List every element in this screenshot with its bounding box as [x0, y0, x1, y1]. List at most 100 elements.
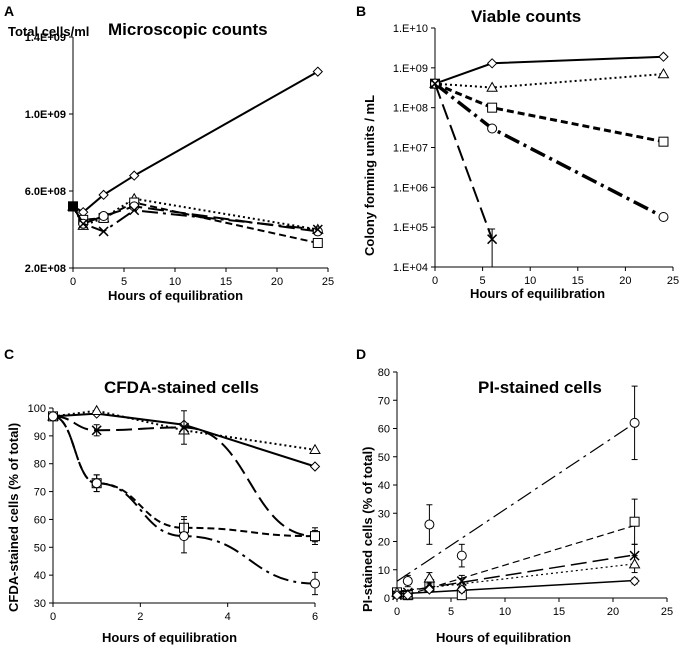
data-point-diamond — [402, 589, 414, 601]
x-tick-label: 10 — [499, 606, 511, 618]
panel-b-title: Viable counts — [471, 7, 581, 26]
x-tick-label: 15 — [553, 606, 565, 618]
data-point-diamond — [486, 58, 498, 69]
y-tick-label: 50 — [34, 542, 46, 554]
series-line-cross — [72, 205, 318, 233]
data-point-diamond — [391, 589, 403, 601]
y-tick-label: 80 — [378, 367, 390, 379]
y-tick-label: 30 — [34, 598, 46, 610]
y-tick-label: 1.E+10 — [393, 23, 428, 35]
data-point-circle — [402, 576, 413, 587]
panel-b: B Viable counts Colony forming units / m… — [356, 3, 679, 301]
y-tick-label: 20 — [378, 537, 390, 549]
series-line-circle — [396, 422, 635, 582]
data-point-origin — [68, 201, 78, 212]
x-tick-label: 20 — [271, 276, 283, 288]
series-line-diamond — [434, 55, 664, 85]
data-point-circle — [48, 411, 58, 422]
data-point-circle — [312, 226, 323, 237]
y-tick-label: 40 — [378, 480, 390, 492]
data-point-square — [629, 516, 640, 527]
panel-d-letter: D — [356, 346, 366, 362]
data-point-diamond — [629, 575, 640, 587]
panel-c-letter: C — [4, 346, 14, 362]
y-tick-label: 1.E+09 — [393, 63, 428, 75]
panel-a-title: Microscopic counts — [108, 20, 268, 39]
y-tick-label: 1.E+04 — [393, 262, 428, 274]
panel-d: D PI-stained cells PI-stained cells (% o… — [356, 346, 673, 645]
series-line-square — [52, 415, 316, 538]
y-tick-label: 90 — [34, 431, 46, 443]
y-tick-label: 1.0E+09 — [25, 109, 66, 121]
data-point-square — [310, 531, 320, 542]
data-point-circle — [456, 550, 467, 561]
data-point-triangle — [90, 404, 103, 416]
data-point-circle — [179, 531, 189, 542]
data-point-circle — [310, 578, 320, 589]
x-tick-label: 0 — [432, 275, 438, 287]
y-tick-label: 1.E+05 — [393, 222, 428, 234]
series-line-circle — [433, 82, 665, 219]
y-tick-label: 0 — [384, 593, 390, 605]
y-tick-label: 1.E+08 — [393, 103, 428, 115]
data-point-cross — [91, 425, 102, 436]
data-point-diamond — [98, 189, 109, 201]
data-point-cross — [129, 205, 140, 216]
y-tick-label: 100 — [28, 403, 46, 415]
y-tick-label: 60 — [34, 514, 46, 526]
y-tick-label: 10 — [378, 565, 390, 577]
data-point-cross — [487, 234, 498, 245]
data-point-circle — [424, 519, 435, 530]
panel-b-xlabel: Hours of equilibration — [470, 286, 605, 301]
panel-a: A Microscopic counts Total cells/ml Hour… — [4, 3, 334, 303]
y-tick-label: 50 — [378, 452, 390, 464]
panel-c-ylabel: CFDA-stained cells (% of total) — [6, 423, 21, 612]
data-point-cross — [312, 224, 323, 235]
data-point-triangle — [628, 558, 641, 569]
series-line-cross — [52, 415, 316, 538]
x-tick-label: 20 — [619, 275, 631, 287]
series-line-diamond — [396, 579, 635, 595]
panel-a-letter: A — [4, 3, 14, 19]
panel-d-xlabel: Hours of equilibration — [436, 630, 571, 645]
data-point-diamond — [424, 584, 435, 595]
x-tick-label: 5 — [121, 276, 127, 288]
y-tick-label: 70 — [34, 487, 46, 499]
data-point-square — [487, 102, 498, 113]
series-line-circle — [72, 205, 318, 233]
y-tick-label: 30 — [378, 508, 390, 520]
x-tick-label: 2 — [137, 611, 143, 623]
panel-c: C CFDA-stained cells CFDA-stained cells … — [4, 346, 321, 645]
x-tick-label: 15 — [220, 276, 232, 288]
data-point-diamond — [128, 170, 140, 181]
x-tick-label: 0 — [394, 606, 400, 618]
panel-a-xlabel: Hours of equilibration — [108, 288, 243, 303]
data-point-circle — [98, 211, 109, 222]
panel-c-title: CFDA-stained cells — [104, 378, 259, 397]
x-tick-label: 0 — [50, 611, 56, 623]
data-point-circle — [91, 478, 102, 489]
x-tick-label: 25 — [661, 606, 673, 618]
data-point-cross — [178, 422, 190, 433]
data-point-cross — [429, 78, 441, 89]
panel-c-xlabel: Hours of equilibration — [102, 630, 237, 645]
data-point-square — [658, 136, 669, 147]
y-tick-label: 6.0E+08 — [25, 186, 66, 198]
data-point-diamond — [456, 584, 468, 595]
panel-b-ylabel: Colony forming units / mL — [362, 95, 377, 256]
y-tick-label: 1.4E+09 — [25, 32, 66, 44]
series-line-cross — [396, 554, 635, 594]
y-tick-label: 60 — [378, 424, 390, 436]
x-tick-label: 10 — [169, 276, 181, 288]
x-tick-label: 25 — [322, 276, 334, 288]
x-tick-label: 10 — [524, 275, 536, 287]
data-point-diamond — [309, 461, 321, 472]
series-line-diamond — [72, 70, 319, 214]
data-point-cross — [98, 226, 109, 237]
data-point-triangle — [486, 81, 498, 92]
x-tick-label: 4 — [225, 611, 231, 623]
data-point-square — [312, 237, 323, 248]
data-point-diamond — [658, 51, 669, 62]
data-point-circle — [487, 123, 498, 134]
series-line-triangle — [72, 197, 318, 231]
